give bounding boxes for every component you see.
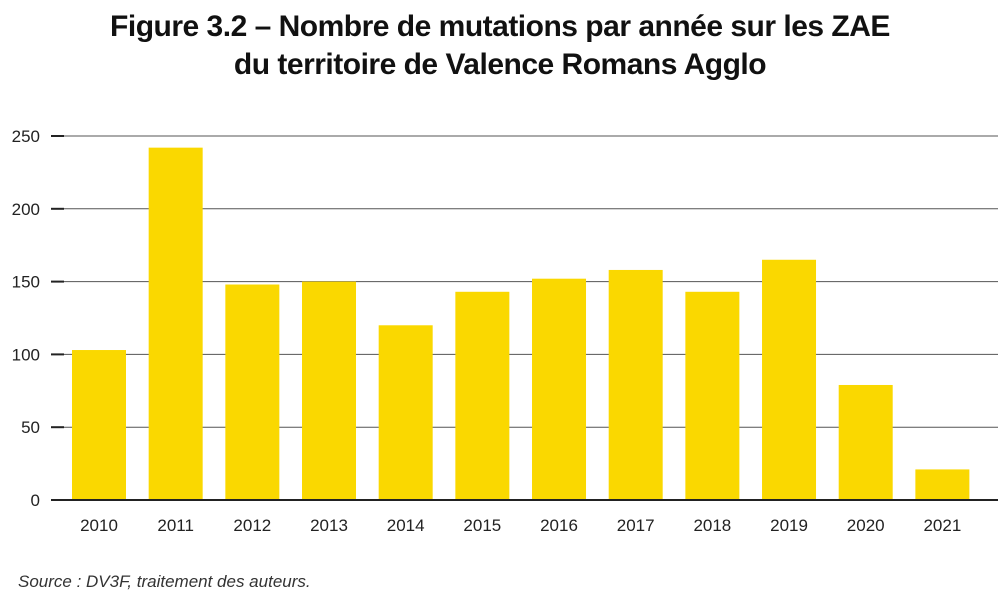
- x-tick-label: 2021: [923, 516, 961, 535]
- gridlines: [64, 135, 998, 428]
- x-axis-ticks: 2010 2011 2012 2013 2014 2015 2016 2017 2018 2019…: [80, 516, 961, 535]
- x-tick-label: 2014: [387, 516, 425, 535]
- bars: [72, 147, 970, 500]
- bar-2017: [608, 269, 663, 500]
- y-tick-label: 150: [12, 273, 40, 292]
- bar-2013: [302, 281, 357, 500]
- x-tick-label: 2012: [233, 516, 271, 535]
- bar-2018: [685, 291, 740, 500]
- bar-2010: [72, 350, 126, 500]
- x-tick-label: 2019: [770, 516, 808, 535]
- x-tick-label: 2011: [157, 516, 194, 535]
- bar-2011: [148, 147, 203, 500]
- chart-title-line-1: Figure 3.2 – Nombre de mutations par ann…: [110, 10, 890, 43]
- bar-2020: [838, 384, 893, 500]
- bar-2015: [455, 291, 510, 500]
- x-tick-label: 2018: [693, 516, 731, 535]
- y-tick-label: 250: [12, 127, 40, 146]
- bar-2019: [762, 259, 817, 500]
- x-tick-label: 2010: [80, 516, 118, 535]
- bar-2014: [378, 325, 433, 500]
- bar-2016: [532, 278, 587, 500]
- bar-2012: [225, 284, 280, 500]
- y-tick-label: 200: [12, 200, 40, 219]
- y-tick-label: 50: [21, 418, 40, 437]
- y-axis-ticks: 0 50 100 150 200 250: [12, 127, 64, 510]
- y-tick-label: 100: [12, 345, 40, 364]
- x-tick-label: 2017: [617, 516, 655, 535]
- x-tick-label: 2015: [463, 516, 501, 535]
- chart-title-line-2: du territoire de Valence Romans Agglo: [233, 48, 767, 81]
- chart-title: Figure 3.2 – Nombre de mutations par ann…: [0, 8, 1000, 84]
- y-tick-label: 0: [31, 491, 40, 510]
- x-tick-label: 2013: [310, 516, 348, 535]
- bar-2021: [915, 469, 970, 500]
- source-note: Source : DV3F, traitement des auteurs.: [18, 572, 311, 591]
- x-tick-label: 2020: [847, 516, 885, 535]
- x-tick-label: 2016: [540, 516, 578, 535]
